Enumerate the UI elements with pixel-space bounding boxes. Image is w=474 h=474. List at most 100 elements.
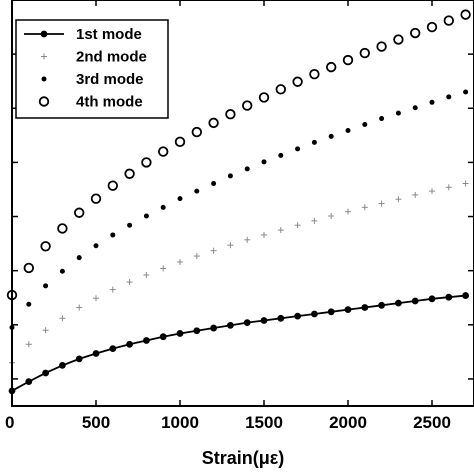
- data-point: [429, 99, 435, 105]
- data-point: [426, 21, 438, 33]
- data-point: [109, 345, 117, 353]
- data-point: [126, 340, 133, 348]
- legend-box: [15, 19, 169, 119]
- data-point: [428, 295, 436, 303]
- data-point: [311, 139, 317, 145]
- data-point: [294, 222, 301, 229]
- data-point: [160, 204, 166, 210]
- legend-item: 3rd mode: [41, 71, 144, 88]
- data-point: [244, 236, 251, 243]
- legend: 1st mode 2nd mode 3rd mode 4th mode: [15, 19, 169, 119]
- legend-marker: [41, 76, 47, 82]
- data-point: [362, 122, 368, 128]
- data-point: [211, 181, 217, 187]
- data-point: [395, 196, 402, 203]
- data-point: [177, 196, 183, 202]
- data-point: [174, 136, 186, 148]
- data-point: [275, 84, 287, 95]
- data-point: [411, 297, 419, 305]
- x-tick-label: 2000: [329, 413, 367, 432]
- data-point: [376, 41, 387, 52]
- data-point: [73, 207, 85, 218]
- data-point: [326, 61, 337, 73]
- series-3: [9, 89, 469, 331]
- data-point: [311, 217, 318, 224]
- data-point: [141, 157, 152, 168]
- data-point: [26, 301, 32, 307]
- data-point: [59, 315, 66, 322]
- series-4: [6, 9, 471, 301]
- data-point: [76, 255, 82, 261]
- data-point: [412, 105, 418, 111]
- data-point: [59, 362, 66, 369]
- data-point: [143, 213, 149, 219]
- data-point: [143, 271, 150, 278]
- series-1: [8, 292, 469, 395]
- data-point: [361, 204, 368, 211]
- data-point: [460, 9, 471, 20]
- data-point: [208, 117, 219, 129]
- data-point: [227, 321, 234, 329]
- data-point: [93, 295, 99, 302]
- data-point: [92, 350, 100, 357]
- data-point: [445, 293, 453, 301]
- data-point: [359, 47, 371, 59]
- data-point: [294, 312, 301, 320]
- data-point: [177, 259, 183, 266]
- data-point: [43, 283, 49, 289]
- data-point: [412, 191, 419, 198]
- legend-marker: [38, 96, 50, 107]
- data-point: [462, 292, 469, 299]
- data-point: [443, 15, 455, 26]
- data-point: [261, 231, 267, 238]
- data-point: [241, 100, 253, 111]
- data-point: [194, 188, 200, 194]
- data-point: [25, 378, 33, 386]
- x-axis-title: Strain(με): [202, 448, 285, 468]
- data-point: [342, 54, 354, 66]
- x-tick-label: 0: [5, 413, 14, 432]
- legend-label: 3rd mode: [76, 71, 144, 88]
- data-point: [311, 310, 318, 318]
- data-point: [446, 94, 452, 100]
- legend-item: 4th mode: [38, 94, 143, 111]
- data-point: [42, 369, 49, 377]
- data-point: [277, 314, 285, 322]
- data-point: [328, 133, 334, 139]
- data-point: [345, 208, 351, 215]
- data-point: [110, 232, 116, 238]
- x-tick-label: 500: [82, 413, 110, 432]
- data-point: [227, 173, 233, 179]
- data-point: [277, 227, 284, 234]
- series-2: [9, 180, 469, 366]
- data-marks: [6, 9, 471, 395]
- data-point: [463, 89, 469, 95]
- data-point: [124, 168, 135, 179]
- data-point: [126, 279, 133, 286]
- data-point: [462, 180, 469, 187]
- data-point: [410, 27, 421, 39]
- data-point: [57, 223, 68, 234]
- data-point: [378, 200, 385, 207]
- data-point: [395, 299, 402, 307]
- data-point: [59, 268, 65, 274]
- legend-label: 2nd mode: [76, 49, 147, 66]
- data-point: [157, 146, 169, 157]
- data-point: [225, 109, 236, 120]
- data-point: [429, 188, 435, 195]
- data-point: [379, 116, 385, 122]
- x-tick-label: 1000: [161, 413, 199, 432]
- data-point: [344, 306, 352, 314]
- data-point: [143, 337, 150, 344]
- data-point: [395, 110, 401, 116]
- data-point: [127, 222, 133, 228]
- data-point: [261, 159, 267, 165]
- data-point: [176, 330, 184, 337]
- data-point: [191, 126, 203, 138]
- data-point: [40, 241, 51, 252]
- legend-marker: [40, 30, 48, 38]
- data-point: [42, 327, 49, 334]
- data-point: [93, 243, 99, 249]
- legend-item: 1st mode: [24, 26, 142, 43]
